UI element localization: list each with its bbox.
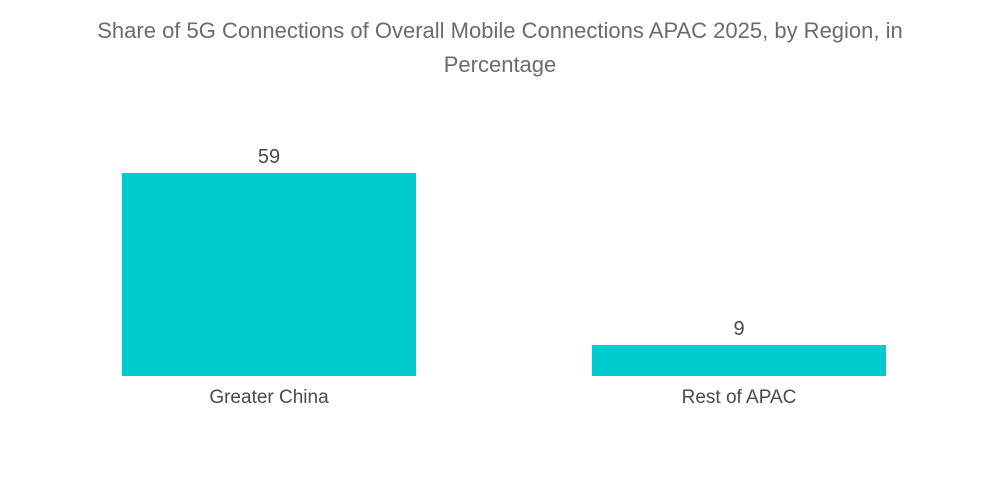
bar-greater-china bbox=[122, 173, 416, 376]
bar-rest-of-apac bbox=[592, 345, 886, 376]
bars-layer bbox=[122, 173, 886, 376]
data-label-rest-of-apac: 9 bbox=[733, 318, 744, 340]
data-labels-layer: 59 9 bbox=[258, 146, 745, 340]
category-label-rest-of-apac: Rest of APAC bbox=[682, 387, 797, 408]
chart-title: Share of 5G Connections of Overall Mobil… bbox=[97, 18, 903, 77]
data-label-greater-china: 59 bbox=[258, 146, 280, 168]
category-labels-layer: Greater China Rest of APAC bbox=[209, 387, 796, 408]
category-label-greater-china: Greater China bbox=[209, 387, 329, 408]
